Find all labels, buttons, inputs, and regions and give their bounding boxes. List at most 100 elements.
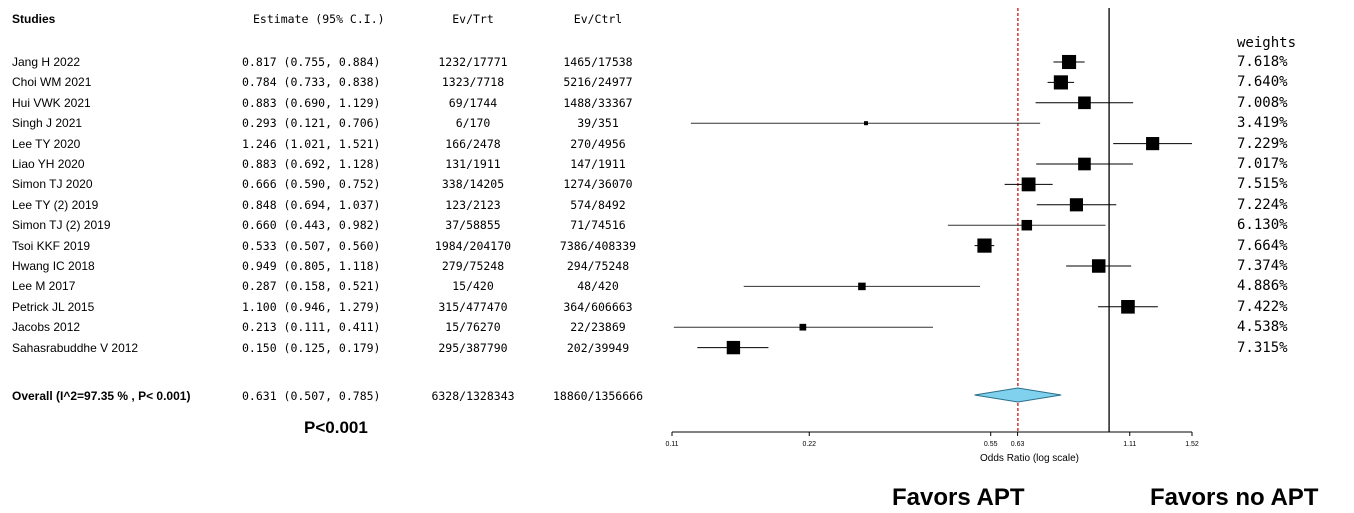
- study-ev-trt: 15/76270: [445, 320, 501, 335]
- overall-estimate: 0.631 (0.507, 0.785): [242, 389, 381, 403]
- study-ev-ctrl: 1274/36070: [563, 177, 633, 192]
- study-ev-ctrl: 202/39949: [566, 340, 630, 355]
- study-ev-ctrl: 7386/408339: [559, 238, 637, 253]
- study-estimate: 0.150 (0.125, 0.179): [242, 340, 381, 355]
- effect-square: [977, 238, 992, 253]
- study-weight: 7.229%: [1237, 135, 1288, 152]
- study-name: Lee TY (2) 2019: [12, 197, 99, 212]
- study-ev-ctrl: 147/1911: [570, 157, 626, 171]
- study-estimate: 0.287 (0.158, 0.521): [242, 279, 381, 294]
- study-estimate: 0.660 (0.443, 0.982): [242, 218, 381, 233]
- study-estimate: 0.213 (0.111, 0.411): [242, 320, 381, 335]
- study-weight: 7.640%: [1237, 74, 1288, 91]
- x-tick-label: 0.63: [1011, 441, 1025, 448]
- x-tick-label: 1.11: [1123, 441, 1136, 448]
- study-weight: 7.374%: [1237, 258, 1288, 274]
- favors-no-apt-label: Favors no APT: [1150, 484, 1319, 511]
- effect-square: [1062, 54, 1077, 70]
- effect-square: [1121, 299, 1135, 314]
- study-estimate: 0.848 (0.694, 1.037): [242, 197, 381, 212]
- study-ev-ctrl: 22/23869: [570, 320, 626, 335]
- study-ev-trt: 37/58855: [445, 218, 501, 233]
- study-name: Simon TJ (2) 2019: [12, 218, 111, 233]
- study-ev-ctrl: 1488/33367: [563, 95, 633, 110]
- overall-label: Overall (I^2=97.35 % , P< 0.001): [12, 389, 191, 403]
- study-ev-ctrl: 270/4956: [570, 136, 626, 151]
- study-weight: 7.664%: [1237, 237, 1288, 254]
- study-ev-ctrl: 39/351: [577, 116, 619, 131]
- overall-diamond: [974, 387, 1062, 403]
- study-weight: 4.886%: [1237, 278, 1288, 295]
- favors-apt-label: Favors APT: [892, 484, 1025, 511]
- study-name: Lee TY 2020: [12, 136, 81, 151]
- study-name: Jang H 2022: [12, 55, 81, 69]
- study-ev-ctrl: 71/74516: [570, 218, 626, 233]
- study-ev-trt: 1323/7718: [441, 75, 505, 90]
- study-estimate: 1.100 (0.946, 1.279): [242, 299, 381, 314]
- study-weight: 7.422%: [1237, 298, 1288, 315]
- study-name: Hwang IC 2018: [12, 259, 95, 273]
- effect-square: [1146, 137, 1160, 151]
- study-ev-trt: 279/75248: [441, 259, 505, 273]
- study-estimate: 0.883 (0.690, 1.129): [242, 95, 381, 110]
- study-estimate: 0.883 (0.692, 1.128): [242, 157, 381, 171]
- effect-square: [863, 121, 869, 126]
- study-weight: 3.419%: [1237, 115, 1288, 132]
- study-estimate: 0.817 (0.755, 0.884): [242, 55, 381, 69]
- study-ev-trt: 1232/17771: [438, 55, 508, 69]
- x-tick-label: 0.22: [802, 441, 816, 448]
- study-name: Singh J 2021: [12, 116, 83, 131]
- effect-square: [1021, 219, 1033, 231]
- study-weight: 7.515%: [1237, 176, 1288, 193]
- study-ev-trt: 6/170: [455, 116, 491, 131]
- study-name: Petrick JL 2015: [12, 299, 95, 314]
- table-row: Lee M 2017 0.287 (0.158, 0.521) 15/420 48/4…: [0, 276, 680, 296]
- effect-square: [858, 282, 866, 291]
- table-row: Sahasrabuddhe V 2012 0.150 (0.125, 0.179)…: [0, 338, 680, 358]
- study-name: Choi WM 2021: [12, 75, 92, 90]
- overall-ev-ctrl: 18860/1356666: [552, 389, 643, 403]
- study-ev-ctrl: 294/75248: [566, 259, 630, 273]
- study-weight: 7.315%: [1237, 339, 1288, 356]
- study-estimate: 0.949 (0.805, 1.118): [242, 259, 381, 273]
- study-weight: 7.618%: [1237, 54, 1288, 70]
- effect-square: [1069, 198, 1084, 212]
- header-studies: Studies: [12, 12, 56, 26]
- x-tick-label: 1.52: [1185, 441, 1199, 448]
- study-ev-ctrl: 1465/17538: [563, 55, 633, 69]
- table-row: Hui VWK 2021 0.883 (0.690, 1.129) 69/1744 1…: [0, 93, 680, 113]
- study-ev-trt: 338/14205: [441, 177, 505, 192]
- study-estimate: 1.246 (1.021, 1.521): [242, 136, 381, 151]
- header-weights: weights: [1237, 35, 1297, 51]
- study-name: Liao YH 2020: [12, 157, 85, 171]
- header-ev-ctrl: Ev/Ctrl: [573, 12, 623, 26]
- study-ev-trt: 123/2123: [445, 197, 501, 212]
- study-name: Simon TJ 2020: [12, 177, 93, 192]
- study-ev-trt: 131/1911: [445, 157, 501, 171]
- x-tick-label: 0.55: [984, 441, 998, 448]
- study-ev-ctrl: 574/8492: [570, 197, 626, 212]
- study-ev-trt: 15/420: [452, 279, 494, 294]
- study-estimate: 0.533 (0.507, 0.560): [242, 238, 381, 253]
- header-ev-trt: Ev/Trt: [452, 12, 494, 26]
- effect-square: [1091, 259, 1106, 273]
- study-name: Tsoi KKF 2019: [12, 238, 91, 253]
- x-axis-label: Odds Ratio (log scale): [980, 453, 1079, 464]
- study-name: Jacobs 2012: [12, 320, 81, 335]
- table-row: Choi WM 2021 0.784 (0.733, 0.838) 1323/771…: [0, 72, 680, 92]
- study-ev-trt: 295/387790: [438, 340, 508, 355]
- study-weight: 7.224%: [1237, 196, 1288, 213]
- study-weight: 7.008%: [1237, 94, 1288, 111]
- study-weight: 7.017%: [1237, 156, 1288, 172]
- table-row: Petrick JL 2015 1.100 (0.946, 1.279) 315/4…: [0, 297, 680, 317]
- effect-square: [1078, 157, 1091, 171]
- header-estimate: Estimate (95% C.I.): [253, 12, 385, 26]
- table-row: Simon TJ 2020 0.666 (0.590, 0.752) 338/142…: [0, 174, 680, 194]
- x-tick-label: 0.11: [665, 441, 678, 448]
- p-value-text: P<0.001: [304, 418, 368, 437]
- effect-square: [1021, 177, 1036, 192]
- table-row: Jacobs 2012 0.213 (0.111, 0.411) 15/76270 2…: [0, 317, 680, 337]
- table-row: Jang H 2022 0.817 (0.755, 0.884) 1232/1777…: [0, 52, 680, 72]
- study-weight: 6.130%: [1237, 217, 1288, 234]
- study-weight: 4.538%: [1237, 319, 1288, 336]
